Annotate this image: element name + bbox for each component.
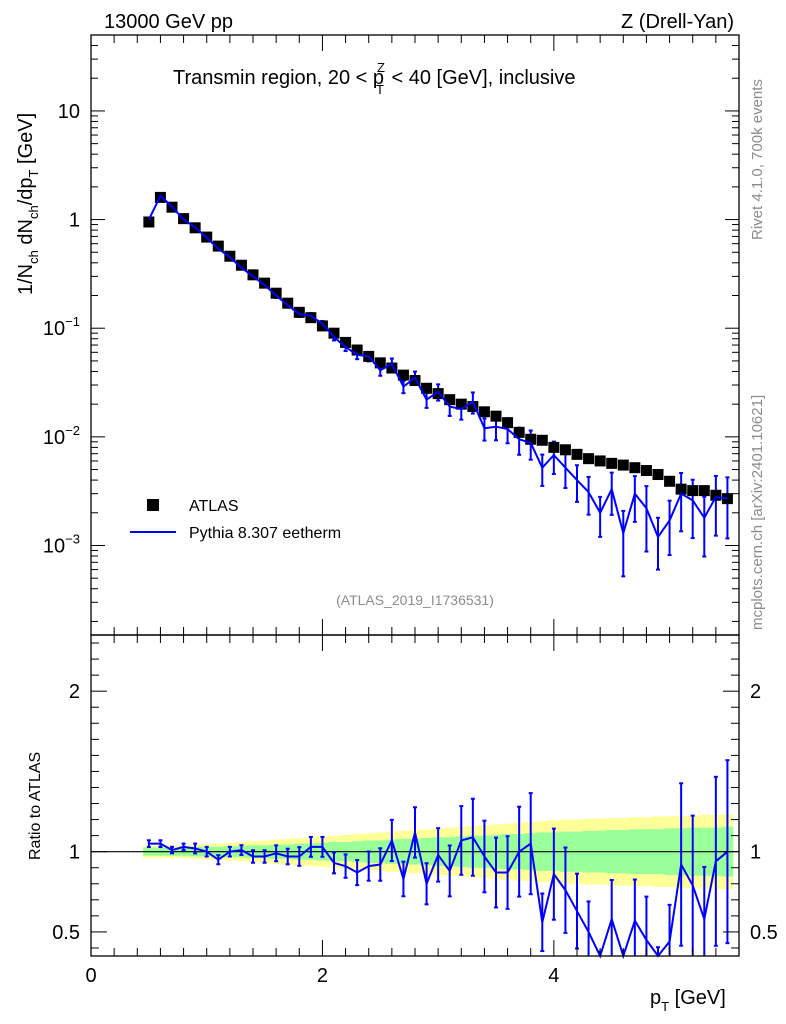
main-y-tick-label: 10−2 xyxy=(43,423,80,449)
ratio-y-tick-label-left: 2 xyxy=(69,681,80,703)
atlas-data-point xyxy=(698,485,710,497)
atlas-data-point xyxy=(513,426,525,438)
main-y-tick-label: 10−1 xyxy=(43,314,80,340)
atlas-data-point xyxy=(664,475,676,487)
atlas-data-point xyxy=(143,216,155,228)
atlas-data-point xyxy=(270,287,282,299)
atlas-data-point xyxy=(455,398,467,410)
main-y-tick-label: 10 xyxy=(58,101,80,123)
atlas-data-point xyxy=(467,401,479,413)
main-frame xyxy=(90,34,740,636)
atlas-data-point xyxy=(340,336,352,348)
atlas-data-point xyxy=(444,394,456,406)
atlas-data-point xyxy=(629,462,641,474)
mcplots-source-label: mcplots.cern.ch [arXiv:2401.10621] xyxy=(749,395,766,630)
plot-title: Transmin region, 20 < p TZ < 40 [GeV], in… xyxy=(173,60,576,97)
atlas-data-point xyxy=(432,388,444,400)
atlas-data-point xyxy=(282,297,294,309)
ratio-frame xyxy=(90,634,740,957)
atlas-data-point xyxy=(571,448,583,460)
ratio-y-tick-label-left: 0.5 xyxy=(52,922,80,944)
ratio-panel: 0.5 0.5 1 1 2 2 0 2 4 Ratio to ATLAS pT [GeV] xyxy=(27,634,778,1014)
legend-atlas-marker xyxy=(147,499,159,511)
atlas-data-point xyxy=(259,277,271,289)
main-x-ticks xyxy=(90,35,740,635)
atlas-data-point xyxy=(397,369,409,381)
atlas-data-point xyxy=(594,455,606,467)
x-tick-label: 0 xyxy=(85,965,96,987)
atlas-data-point xyxy=(490,410,502,422)
atlas-data-point xyxy=(212,240,224,252)
legend-atlas-label: ATLAS xyxy=(189,498,239,515)
atlas-data-point xyxy=(652,469,664,481)
atlas-data-point xyxy=(548,441,560,453)
atlas-data-point xyxy=(328,327,340,339)
x-tick-label: 2 xyxy=(317,965,328,987)
atlas-data-point xyxy=(235,259,247,271)
legend: ATLAS Pythia 8.307 eetherm xyxy=(130,498,341,542)
header-left: 13000 GeV pp xyxy=(104,11,233,33)
atlas-data-point xyxy=(687,485,699,497)
atlas-data-point xyxy=(502,417,514,429)
ratio-y-tick-label-left: 1 xyxy=(69,842,80,864)
main-y-tick-label: 10−3 xyxy=(43,531,80,557)
ratio-mc-line xyxy=(148,832,729,960)
ratio-y-tick-label-right: 2 xyxy=(750,681,761,703)
x-axis-label: pT [GeV] xyxy=(650,987,726,1014)
atlas-data-point xyxy=(559,444,571,456)
main-y-tick-label: 1 xyxy=(69,210,80,232)
atlas-data-point xyxy=(247,269,259,281)
atlas-data-point xyxy=(536,434,548,446)
atlas-markers xyxy=(143,191,733,505)
atlas-data-point xyxy=(710,489,722,501)
header-right: Z (Drell-Yan) xyxy=(621,11,734,33)
mc-line xyxy=(147,194,728,539)
atlas-data-point xyxy=(478,406,490,418)
atlas-data-point xyxy=(675,483,687,495)
ratio-y-ticks: 0.5 0.5 1 1 2 2 xyxy=(52,642,778,949)
analysis-id: (ATLAS_2019_I1736531) xyxy=(336,592,494,608)
atlas-data-point xyxy=(640,465,652,477)
ratio-y-tick-label-right: 1 xyxy=(750,842,761,864)
legend-mc-label: Pythia 8.307 eetherm xyxy=(189,525,341,542)
atlas-data-point xyxy=(374,357,386,369)
atlas-data-point xyxy=(525,433,537,445)
atlas-data-point xyxy=(316,320,328,332)
x-tick-label: 4 xyxy=(548,965,559,987)
ratio-y-tick-label-right: 0.5 xyxy=(750,922,778,944)
main-y-ticks: 10 1 10−1 10−2 10−3 xyxy=(43,34,739,622)
ratio-y-axis-label: Ratio to ATLAS xyxy=(27,752,44,860)
atlas-data-point xyxy=(386,362,398,374)
ratio-x-ticks: 0 2 4 xyxy=(85,635,740,987)
atlas-data-point xyxy=(606,457,618,469)
atlas-data-point xyxy=(409,375,421,387)
atlas-data-point xyxy=(351,344,363,356)
atlas-data-point xyxy=(293,306,305,318)
atlas-data-point xyxy=(421,382,433,394)
rivet-version-label: Rivet 4.1.0, 700k events xyxy=(749,79,766,240)
atlas-data-point xyxy=(305,312,317,324)
atlas-data-point xyxy=(583,453,595,465)
main-y-axis-label: 1/Nch dNch/dpT [GeV] xyxy=(15,113,41,295)
atlas-data-point xyxy=(617,459,629,471)
